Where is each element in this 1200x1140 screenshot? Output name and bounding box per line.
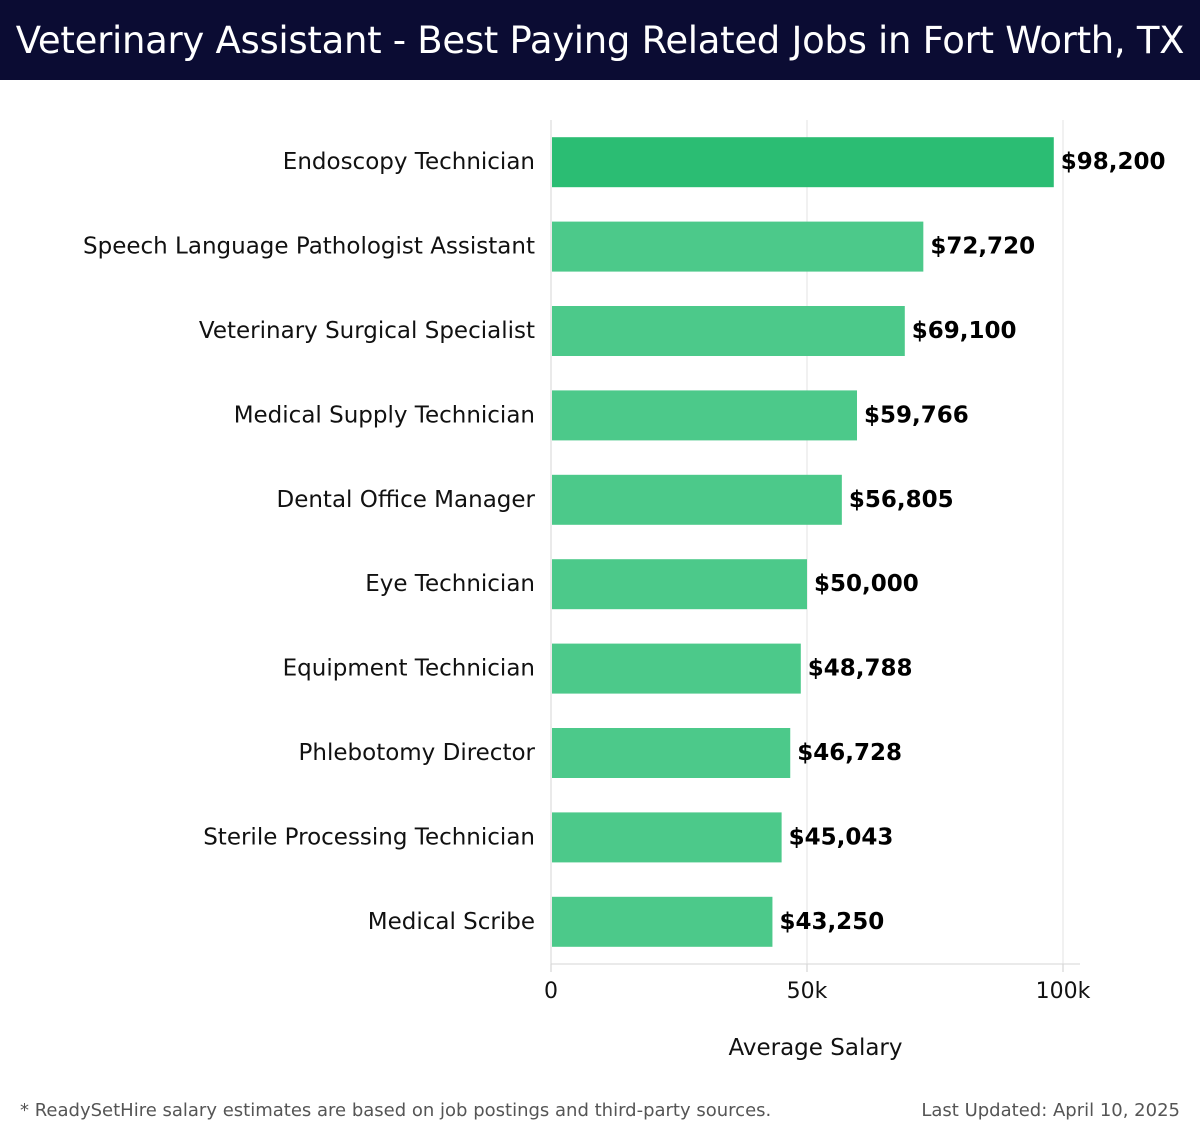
value-label: $72,720 [930, 234, 1035, 260]
x-axis-title: Average Salary [728, 1035, 902, 1061]
category-label: Sterile Processing Technician [203, 824, 535, 850]
bar [552, 306, 905, 356]
salary-bar-chart: Endoscopy Technician $98,200 Speech Langua… [83, 120, 1166, 1061]
category-label: Endoscopy Technician [283, 149, 535, 175]
value-label: $43,250 [779, 909, 884, 935]
bar [552, 474, 842, 525]
bar [552, 390, 858, 441]
category-label: Equipment Technician [283, 656, 535, 682]
value-label: $50,000 [814, 571, 919, 597]
category-label: Dental Office Manager [276, 487, 535, 513]
x-tick-label: 50k [787, 979, 828, 1004]
value-label: $98,200 [1061, 149, 1166, 175]
category-label: Medical Scribe [368, 909, 535, 935]
value-label: $59,766 [864, 402, 969, 428]
value-label: $48,788 [808, 656, 913, 682]
bar [552, 559, 807, 610]
chart-header: Veterinary Assistant - Best Paying Relat… [0, 0, 1200, 80]
footer-disclaimer: * ReadySetHire salary estimates are base… [20, 1100, 772, 1121]
category-label: Speech Language Pathologist Assistant [83, 234, 535, 260]
bar [552, 137, 1054, 188]
value-label: $45,043 [789, 824, 894, 850]
bar [552, 896, 773, 947]
x-tick-label: 100k [1036, 979, 1091, 1004]
bar [552, 221, 924, 272]
category-label: Eye Technician [365, 571, 535, 597]
category-label: Phlebotomy Director [299, 740, 536, 766]
chart-title: Veterinary Assistant - Best Paying Relat… [15, 18, 1185, 62]
value-label: $46,728 [797, 740, 902, 766]
category-label: Medical Supply Technician [234, 402, 535, 428]
x-tick-label: 0 [544, 979, 558, 1004]
bar [552, 643, 801, 694]
bar [552, 812, 782, 863]
category-label: Veterinary Surgical Specialist [199, 318, 535, 344]
value-label: $56,805 [849, 487, 954, 513]
bar [552, 728, 791, 778]
footer-last-updated: Last Updated: April 10, 2025 [921, 1100, 1180, 1121]
value-label: $69,100 [912, 318, 1017, 344]
